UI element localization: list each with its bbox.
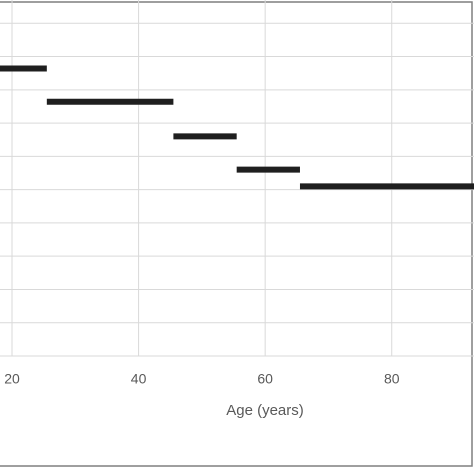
x-tick-label: 80	[384, 371, 400, 387]
x-tick-label: 20	[4, 371, 20, 387]
x-tick-label: 40	[131, 371, 147, 387]
plot-area	[0, 65, 474, 190]
x-tick-label: 60	[257, 371, 273, 387]
x-axis-title: Age (years)	[226, 402, 304, 419]
grid	[0, 0, 474, 357]
